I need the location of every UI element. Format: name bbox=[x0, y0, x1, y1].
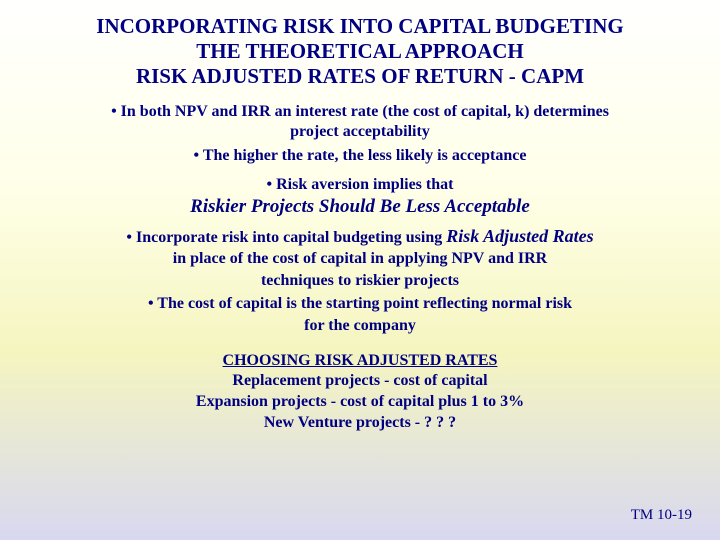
bullet-cost-of-capital: • The cost of capital is the starting po… bbox=[24, 293, 696, 336]
slide-title: INCORPORATING RISK INTO CAPITAL BUDGETIN… bbox=[24, 14, 696, 90]
choosing-block: CHOOSING RISK ADJUSTED RATES Replacement… bbox=[24, 351, 696, 434]
bullet1-line1: • In both NPV and IRR an interest rate (… bbox=[24, 102, 696, 122]
choosing-new-venture: New Venture projects - ? ? ? bbox=[24, 413, 696, 434]
bullet-npv-irr: • In both NPV and IRR an interest rate (… bbox=[24, 102, 696, 142]
slide-content: INCORPORATING RISK INTO CAPITAL BUDGETIN… bbox=[0, 0, 720, 434]
title-line-2: THE THEORETICAL APPROACH bbox=[24, 39, 696, 64]
title-line-1: INCORPORATING RISK INTO CAPITAL BUDGETIN… bbox=[24, 14, 696, 39]
title-line-3: RISK ADJUSTED RATES OF RETURN - CAPM bbox=[24, 64, 696, 89]
bullet-risk-aversion: • Risk aversion implies that bbox=[24, 176, 696, 194]
incorporate-prefix: • Incorporate risk into capital budgetin… bbox=[126, 229, 446, 246]
incorporate-line2: in place of the cost of capital in apply… bbox=[24, 248, 696, 270]
choosing-replacement: Replacement projects - cost of capital bbox=[24, 371, 696, 392]
cost-capital-line2: for the company bbox=[24, 315, 696, 337]
choosing-expansion: Expansion projects - cost of capital plu… bbox=[24, 392, 696, 413]
choosing-heading: CHOOSING RISK ADJUSTED RATES bbox=[24, 351, 696, 372]
slide-footer: TM 10-19 bbox=[631, 507, 692, 524]
riskier-projects-line: Riskier Projects Should Be Less Acceptab… bbox=[24, 196, 696, 218]
cost-capital-line1: • The cost of capital is the starting po… bbox=[24, 293, 696, 315]
risk-adjusted-rates-emph: Risk Adjusted Rates bbox=[446, 226, 593, 246]
incorporate-line3: techniques to riskier projects bbox=[24, 270, 696, 292]
bullet-incorporate: • Incorporate risk into capital budgetin… bbox=[24, 224, 696, 292]
bullet-higher-rate: • The higher the rate, the less likely i… bbox=[24, 146, 696, 166]
bullet1-line2: project acceptability bbox=[24, 122, 696, 142]
